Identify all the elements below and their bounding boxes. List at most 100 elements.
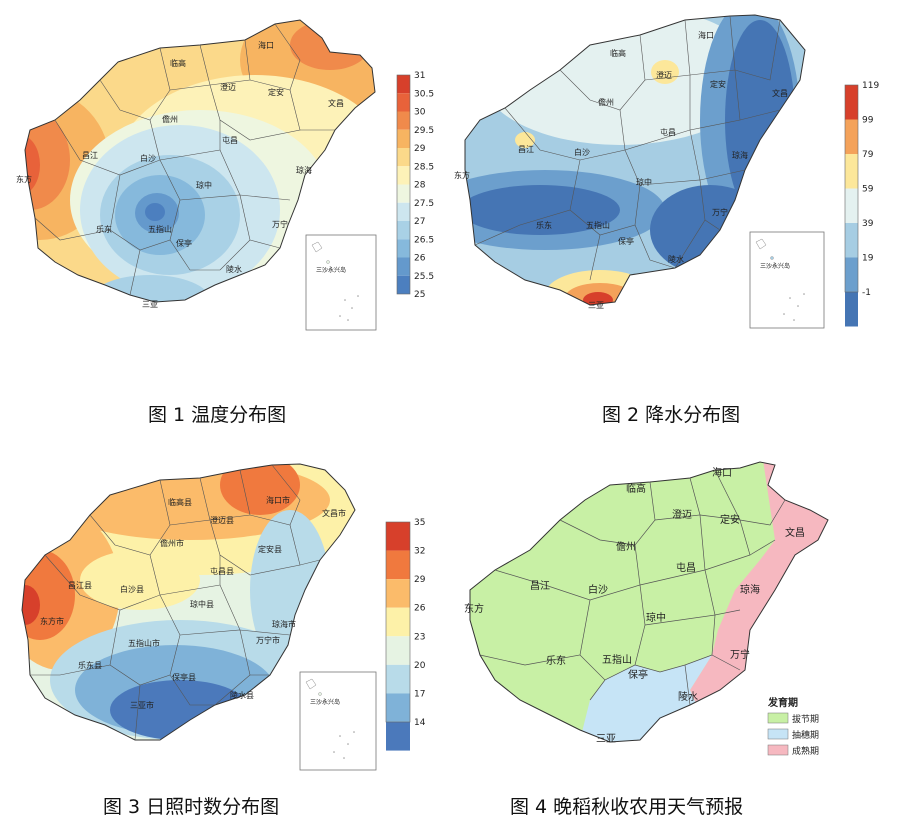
caption: 图 4 晚稻秋收农用天气预报: [510, 796, 744, 818]
precipitation-city-labels: 海口 临高 澄迈 定安 文昌 儋州 屯昌 琼海 昌江 白沙 琼中 东方 乐东 五…: [454, 30, 788, 310]
city-label: 儋州: [598, 97, 614, 107]
city-label: 保亭: [618, 236, 634, 246]
inset-label: 三沙永兴岛: [310, 698, 340, 706]
city-label: 五指山: [602, 653, 632, 666]
city-label: 陵水: [226, 264, 242, 274]
city-label: 文昌: [328, 98, 344, 108]
inset-map: 三沙永兴岛: [299, 671, 377, 771]
colorbar-swatch: [397, 202, 410, 221]
legend-label: 抽穗期: [792, 729, 819, 741]
city-label: 昌江: [530, 580, 550, 592]
caption: 图 3 日照时数分布图: [103, 796, 280, 818]
colorbar-swatch: [386, 579, 410, 608]
colorbar-swatch: [845, 188, 858, 223]
city-label: 临高: [626, 482, 646, 495]
city-label: 澄迈: [656, 70, 672, 80]
colorbar-tick-label: 99: [862, 116, 874, 126]
city-label: 海口市: [266, 495, 290, 505]
inset-map: 三沙永兴岛: [749, 231, 825, 329]
city-label: 琼中: [646, 611, 666, 624]
city-label: 三亚: [596, 734, 616, 745]
colorbar-tick-label: 20: [414, 661, 426, 671]
colorbar-tick-label: 28: [414, 181, 426, 191]
city-label: 昌江县: [68, 581, 92, 590]
city-label: 定安: [720, 513, 740, 526]
colorbar-tick-label: 25: [414, 290, 425, 300]
colorbar-tick-label: 35: [414, 518, 425, 528]
city-label: 文昌: [772, 88, 788, 98]
city-label: 保亭: [628, 668, 648, 681]
colorbar-tick-label: 17: [414, 689, 425, 699]
city-label: 海口: [712, 466, 732, 479]
colorbar-swatch: [386, 522, 410, 551]
colorbar-tick-label: 31: [414, 71, 425, 81]
legend-label: 成熟期: [792, 745, 819, 757]
colorbar-swatch: [397, 239, 410, 258]
colorbar-tick-label: 119: [862, 81, 879, 91]
temperature-city-labels: 海口 临高 澄迈 定安 文昌 儋州 屯昌 琼海 昌江 白沙 琼中 东方 乐东 五…: [16, 40, 344, 309]
colorbar-swatch: [397, 75, 410, 94]
caption: 图 2 降水分布图: [602, 404, 741, 426]
city-label: 陵水县: [230, 690, 254, 700]
city-label: 临高: [610, 48, 626, 58]
colorbar-swatch: [397, 166, 410, 185]
inset-map: 三沙永兴岛: [305, 234, 377, 331]
city-label: 屯昌: [676, 561, 696, 574]
temperature-map-panel: 海口 临高 澄迈 定安 文昌 儋州 屯昌 琼海 昌江 白沙 琼中 东方 乐东 五…: [0, 0, 450, 440]
colorbar-swatch: [386, 550, 410, 580]
city-label: 陵水: [668, 254, 684, 264]
city-label: 定安: [268, 87, 284, 97]
city-label: 定安: [710, 79, 726, 89]
forecast-map-panel: 海口 临高 澄迈 定安 文昌 儋州 屯昌 琼海 昌江 白沙 琼中 东方 乐东 五…: [450, 440, 899, 835]
colorbar-swatch: [397, 148, 410, 167]
colorbar-tick-label: 29.5: [414, 126, 434, 136]
city-label: 五指山: [148, 224, 172, 234]
city-label: 乐东县: [78, 660, 102, 670]
colorbar-tick-label: 32: [414, 547, 425, 557]
city-label: 白沙: [588, 583, 608, 596]
colorbar-swatch: [386, 664, 410, 694]
colorbar-tick-label: 28.5: [414, 162, 434, 172]
legend-label: 拔节期: [792, 713, 819, 725]
sunshine-city-labels: 海口市 临高县 澄迈县 定安县 文昌市 儋州市 屯昌县 琼海市 昌江县 白沙县 …: [40, 495, 346, 710]
legend-title: 发育期: [767, 696, 798, 709]
colorbar-tick-label: 39: [862, 219, 874, 229]
city-label: 保亭: [176, 238, 192, 248]
colorbar-swatch: [845, 154, 858, 189]
city-label: 万宁: [712, 207, 728, 217]
colorbar-swatch: [386, 636, 410, 665]
city-label: 琼中: [196, 180, 212, 190]
temperature-colorbar: 31 30.5 30 29.5 29 28.5 28 27.5 27 26.5 26 25.5 25: [396, 71, 434, 300]
inset-label: 三沙永兴岛: [316, 266, 346, 274]
city-label: 昌江: [82, 151, 98, 160]
sunshine-map-panel: 海口市 临高县 澄迈县 定安县 文昌市 儋州市 屯昌县 琼海市 昌江县 白沙县 …: [0, 440, 450, 835]
city-label: 儋州市: [160, 538, 184, 548]
city-label: 东方: [454, 170, 470, 180]
city-label: 海口: [258, 40, 274, 50]
caption: 图 1 温度分布图: [148, 404, 287, 426]
city-label: 三亚市: [130, 700, 154, 710]
city-label: 昌江: [518, 145, 534, 154]
precipitation-map-panel: 海口 临高 澄迈 定安 文昌 儋州 屯昌 琼海 昌江 白沙 琼中 东方 乐东 五…: [450, 0, 899, 440]
city-label: 屯昌: [660, 127, 676, 137]
city-label: 琼海市: [272, 619, 296, 629]
colorbar-tick-label: 79: [862, 150, 874, 160]
temperature-map: 海口 临高 澄迈 定安 文昌 儋州 屯昌 琼海 昌江 白沙 琼中 东方 乐东 五…: [16, 19, 434, 331]
city-label: 琼海: [732, 150, 748, 160]
city-label: 白沙县: [120, 584, 144, 594]
city-label: 万宁: [272, 219, 288, 229]
colorbar-swatch: [386, 722, 410, 751]
colorbar-tick-label: 27: [414, 217, 425, 227]
city-label: 陵水: [678, 691, 698, 703]
sunshine-colorbar: 35 32 29 26 23 20 17 14: [385, 518, 426, 751]
city-label: 屯昌: [222, 135, 238, 145]
sunshine-map: 海口市 临高县 澄迈县 定安县 文昌市 儋州市 屯昌县 琼海市 昌江县 白沙县 …: [21, 463, 426, 771]
city-label: 儋州: [162, 114, 178, 124]
forecast-city-labels: 海口 临高 澄迈 定安 文昌 儋州 屯昌 琼海 昌江 白沙 琼中 东方 乐东 五…: [464, 466, 805, 745]
colorbar-tick-label: 30: [414, 108, 426, 118]
city-label: 保亭县: [172, 672, 196, 682]
colorbar-tick-label: 14: [414, 718, 426, 728]
colorbar-tick-label: 29: [414, 144, 426, 154]
city-label: 乐东: [536, 220, 552, 230]
